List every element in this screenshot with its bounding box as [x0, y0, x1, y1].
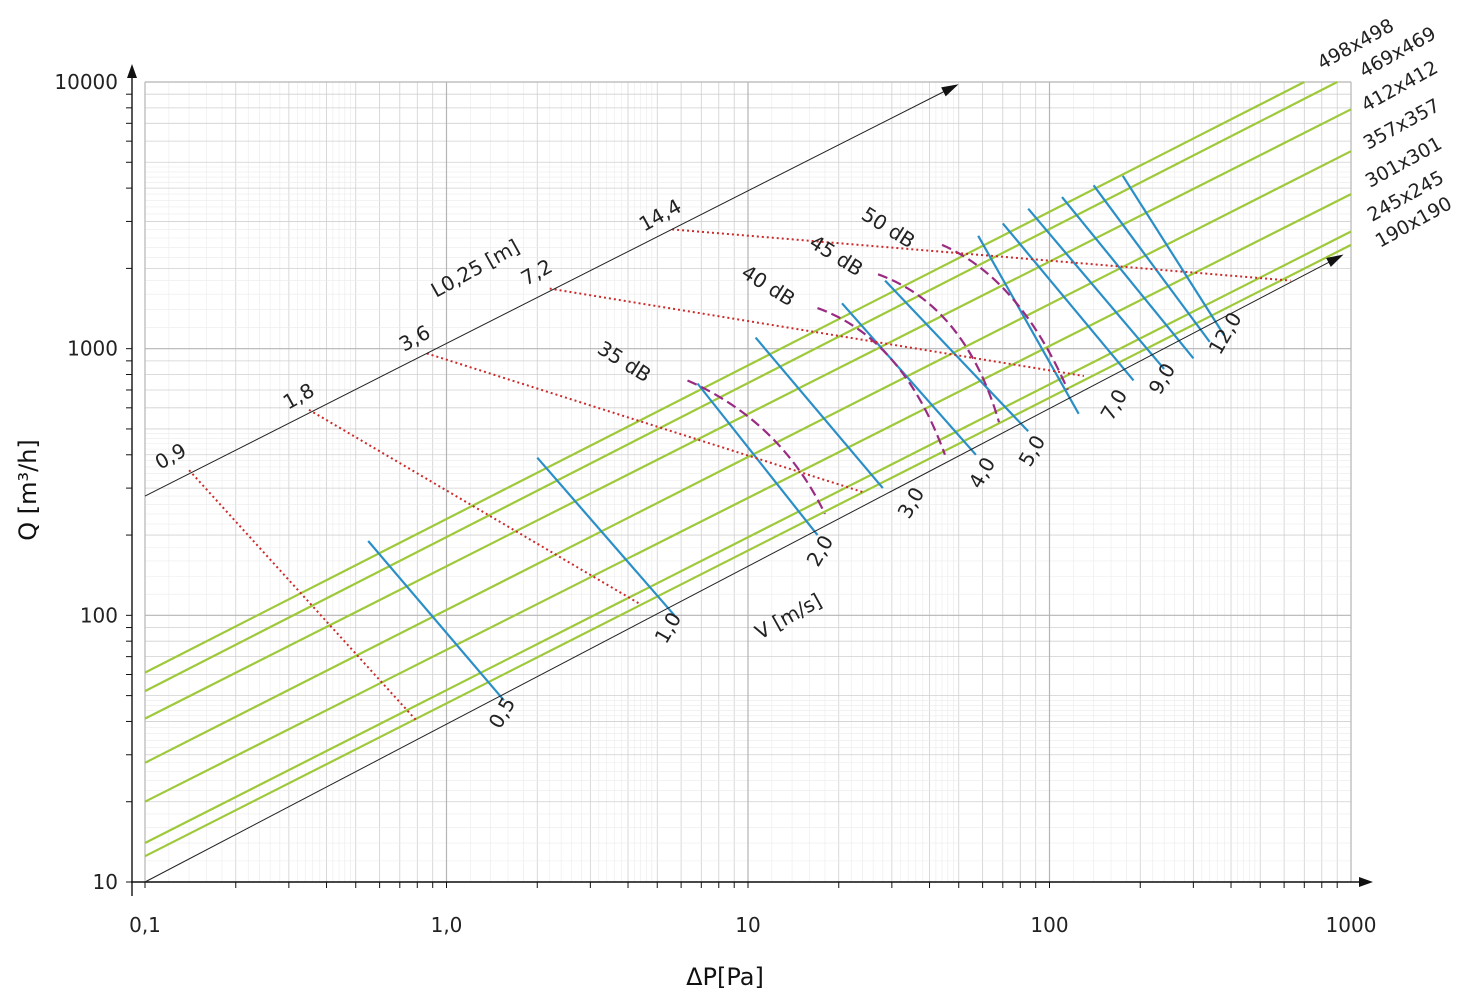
velocity-line: [1121, 175, 1226, 337]
labels: 0,1 1,0 10 100 100010100100010000498x498469x…: [54, 15, 1455, 937]
velocity-lines: [367, 175, 1226, 702]
noise-curves: [687, 243, 1069, 515]
x-axis-arrow: [1359, 877, 1373, 887]
throw-line: [549, 287, 1085, 377]
x-tick-label: 10: [735, 913, 760, 937]
duct-size-lines: [144, 81, 1352, 858]
y-tick-label: 10: [93, 870, 118, 894]
throw-tick-label: 0,9: [151, 438, 190, 474]
duct-line-498x498: [144, 81, 1305, 674]
noise-label: 45 dB: [805, 230, 867, 281]
velocity-line: [536, 456, 676, 617]
duct-line-190x190: [144, 243, 1352, 858]
duct-line-412x412: [144, 108, 1352, 720]
velocity-tick-label: 5,0: [1014, 431, 1051, 471]
velocity-line: [1061, 196, 1195, 359]
y-axis-arrow: [127, 64, 137, 78]
duct-line-357x357: [144, 150, 1352, 764]
velocity-tick-label: 3,0: [893, 483, 930, 523]
x-tick-label: 100: [1030, 913, 1068, 937]
velocity-line: [884, 279, 1029, 433]
throw-tick-label: 1,8: [279, 378, 318, 414]
throw-line: [426, 352, 863, 493]
noise-curve: [687, 379, 826, 515]
throw-tick-label: 7,2: [517, 254, 556, 290]
velocity-line: [977, 235, 1080, 415]
noise-curve: [817, 307, 946, 456]
throw-axis-arrow: [941, 84, 959, 97]
velocity-tick-label: 4,0: [964, 453, 1001, 493]
throw-line: [308, 408, 642, 606]
y-tick-label: 10000: [54, 70, 118, 94]
noise-curve: [877, 273, 1001, 423]
axes: [126, 64, 1373, 896]
duct-line-301x301: [144, 193, 1352, 803]
velocity-line: [1001, 222, 1135, 382]
noise-label: 40 dB: [737, 260, 799, 311]
throw-tick-label: 3,6: [395, 320, 434, 356]
x-tick-label: 0,1: [129, 913, 161, 937]
throw-length-lines: [188, 228, 1291, 723]
y-tick-label: 1000: [67, 337, 118, 361]
velocity-line: [696, 382, 819, 536]
velocity-line: [754, 336, 884, 489]
velocity-axis-title: V [m/s]: [751, 588, 826, 644]
velocity-axis-line: [144, 255, 1341, 883]
noise-curve: [941, 243, 1069, 391]
velocity-axis-arrow: [1326, 254, 1344, 267]
grid-major: [144, 81, 1352, 883]
velocity-tick-label: 0,5: [484, 693, 521, 733]
velocity-line: [1027, 207, 1165, 370]
x-tick-label: 1000: [1326, 913, 1377, 937]
duct-line-245x245: [144, 230, 1352, 844]
throw-line: [188, 469, 419, 723]
throw-axis-line: [144, 85, 956, 497]
duct-line-469x469: [144, 81, 1338, 693]
x-tick-label: 1,0: [431, 913, 463, 937]
throw-line: [672, 228, 1291, 282]
velocity-line: [841, 302, 977, 456]
y-axis-title: Q [m³/h]: [14, 439, 42, 541]
x-axis-title: ΔP[Pa]: [686, 963, 764, 991]
velocity-tick-label: 2,0: [802, 531, 839, 571]
y-tick-label: 100: [80, 603, 118, 627]
velocity-line: [1092, 184, 1211, 343]
velocity-line: [367, 540, 505, 702]
